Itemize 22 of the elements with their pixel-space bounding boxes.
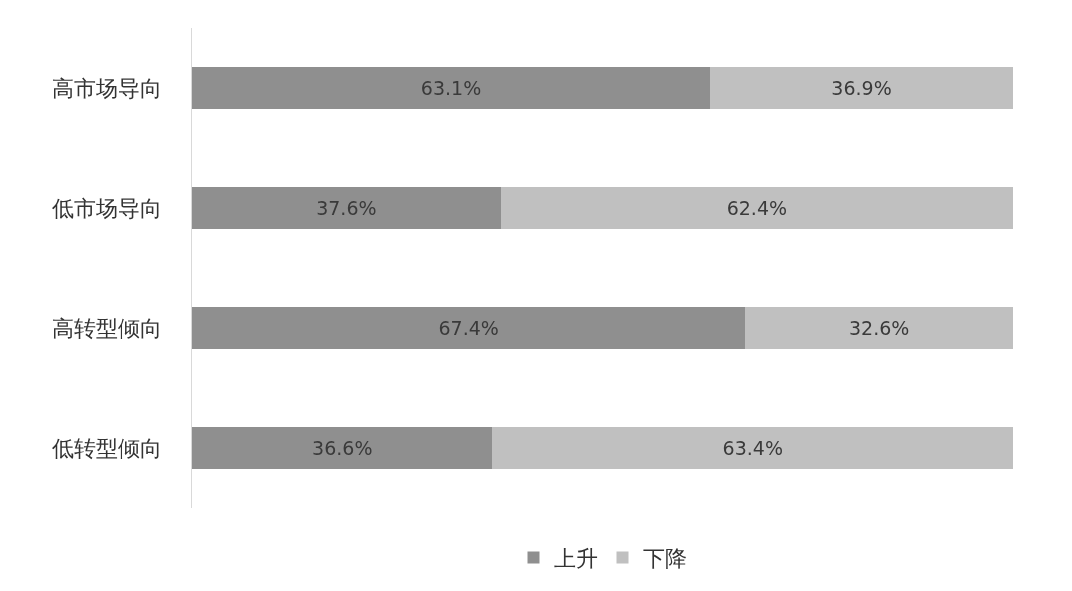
- legend-label: 上升: [553, 546, 598, 572]
- bar: [192, 187, 501, 229]
- bar: [500, 187, 1013, 229]
- data-label: 32.6%: [849, 317, 910, 339]
- data-label: 63.1%: [420, 77, 482, 99]
- bar: [710, 67, 1013, 109]
- data-label: 36.6%: [312, 437, 373, 459]
- y-tick-label: 低市场导向: [51, 195, 162, 221]
- y-tick-label: 高转型倾向: [51, 315, 162, 341]
- y-tick-label: 低转型倾向: [51, 435, 162, 461]
- bar: [192, 67, 711, 109]
- bar: [192, 427, 493, 469]
- data-label: 62.4%: [726, 197, 788, 219]
- data-label: 67.4%: [438, 317, 499, 339]
- data-label: 63.4%: [722, 437, 783, 459]
- data-label: 36.9%: [831, 77, 892, 99]
- legend-label: 下降: [642, 546, 687, 572]
- bar: [745, 307, 1013, 349]
- y-tick-label: 高市场导向: [51, 75, 162, 101]
- data-label: 37.6%: [316, 197, 377, 219]
- bar: [492, 427, 1013, 469]
- bar: [192, 307, 746, 349]
